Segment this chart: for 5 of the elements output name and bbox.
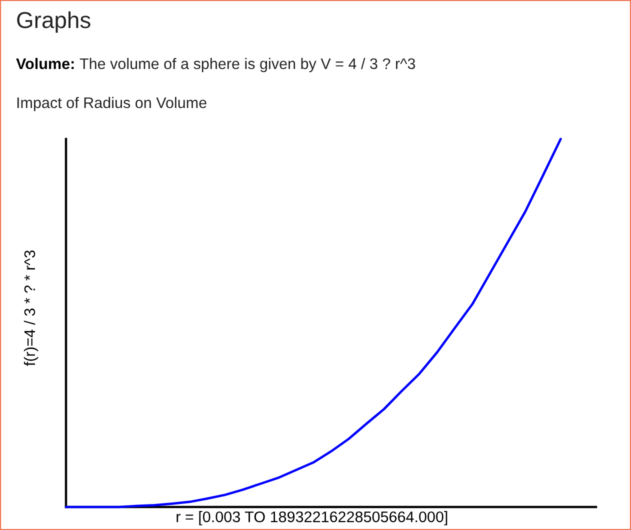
chart-title: Graphs bbox=[17, 11, 90, 33]
text: Impact of Radius on Volume bbox=[17, 96, 206, 112]
y-axis-title: f(r)=4 / 3 * ? * r^3 bbox=[24, 250, 38, 366]
chart-subtitle: Volume: The volume of a sphere is given by V = 4 / 3 ? r^3 bbox=[16, 58, 416, 72]
x-axis-title: r = [0.003 TO 18932216228505664.000] bbox=[176, 511, 448, 526]
